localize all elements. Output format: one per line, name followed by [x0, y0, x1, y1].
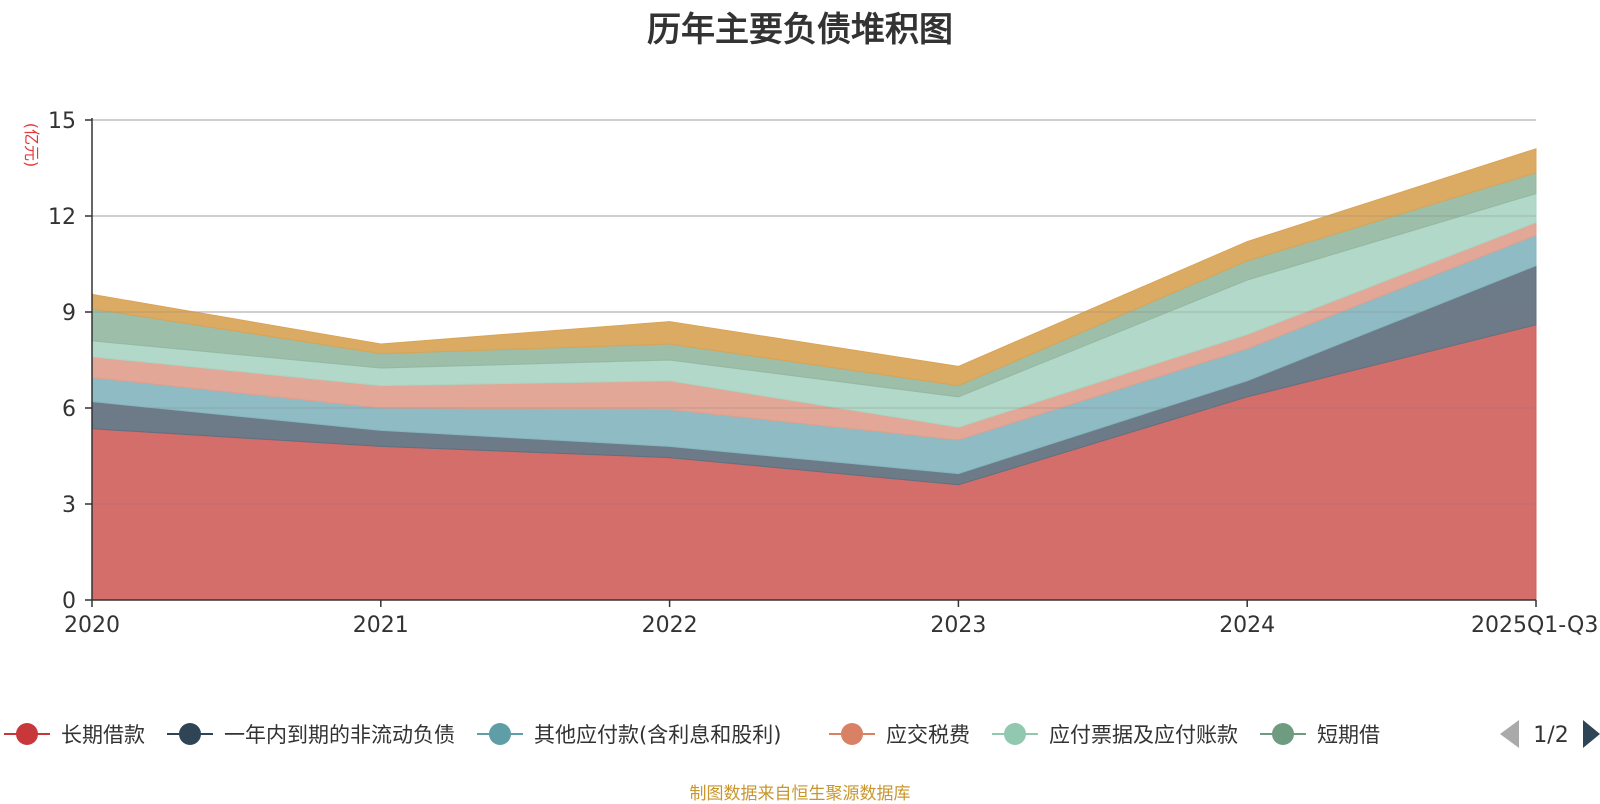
- legend-marker: [179, 723, 201, 745]
- legend-label: 应交税费: [886, 723, 970, 747]
- y-tick-label: 12: [48, 205, 76, 230]
- pager-indicator: 1/2: [1533, 723, 1568, 748]
- pager-prev-icon[interactable]: [1500, 720, 1519, 748]
- legend-label: 长期借款: [61, 723, 145, 747]
- legend-item-1[interactable]: 一年内到期的非流动负债: [167, 723, 455, 747]
- chart-title: 历年主要负债堆积图: [647, 10, 953, 50]
- y-tick-label: 15: [48, 109, 76, 134]
- axes: 0 3 6 9 12 15 2020 2021 2022 2023 2024 2025Q1-Q3: [48, 109, 1598, 638]
- stacked-areas: [91, 119, 1537, 601]
- legend-marker: [1004, 723, 1026, 745]
- x-tick-label: 2024: [1219, 613, 1275, 638]
- y-axis-unit-label: (亿元): [22, 123, 41, 168]
- x-tick-label: 2023: [930, 613, 986, 638]
- legend-item-4[interactable]: 应付票据及应付账款: [992, 723, 1238, 747]
- legend-item-2[interactable]: 其他应付款(含利息和股利): [477, 723, 781, 747]
- legend-label: 一年内到期的非流动负债: [224, 723, 455, 747]
- legend-label: 应付票据及应付账款: [1049, 723, 1238, 747]
- legend-label: 其他应付款(含利息和股利): [534, 723, 781, 747]
- legend-item-5[interactable]: 短期借: [1260, 723, 1380, 747]
- legend-marker: [1272, 723, 1294, 745]
- y-tick-label: 6: [62, 397, 76, 422]
- legend-item-3[interactable]: 应交税费: [829, 723, 970, 747]
- y-tick-label: 9: [62, 301, 76, 326]
- legend: 长期借款 一年内到期的非流动负债 其他应付款(含利息和股利) 应交税费 应付票据及应付账…: [4, 710, 1600, 760]
- legend-label: 短期借: [1317, 723, 1380, 747]
- y-tick-label: 3: [62, 493, 76, 518]
- legend-marker: [841, 723, 863, 745]
- pager-next-icon[interactable]: [1583, 720, 1600, 748]
- x-tick-label: 2022: [642, 613, 698, 638]
- y-tick-label: 0: [62, 589, 76, 614]
- x-tick-label: 2020: [64, 613, 120, 638]
- legend-marker: [489, 723, 511, 745]
- source-note: 制图数据来自恒生聚源数据库: [689, 784, 911, 804]
- x-tick-label: 2025Q1-Q3: [1471, 613, 1598, 638]
- legend-marker: [16, 723, 38, 745]
- area-series-6: [91, 148, 1537, 387]
- x-tick-label: 2021: [353, 613, 409, 638]
- legend-item-0[interactable]: 长期借款: [4, 723, 145, 747]
